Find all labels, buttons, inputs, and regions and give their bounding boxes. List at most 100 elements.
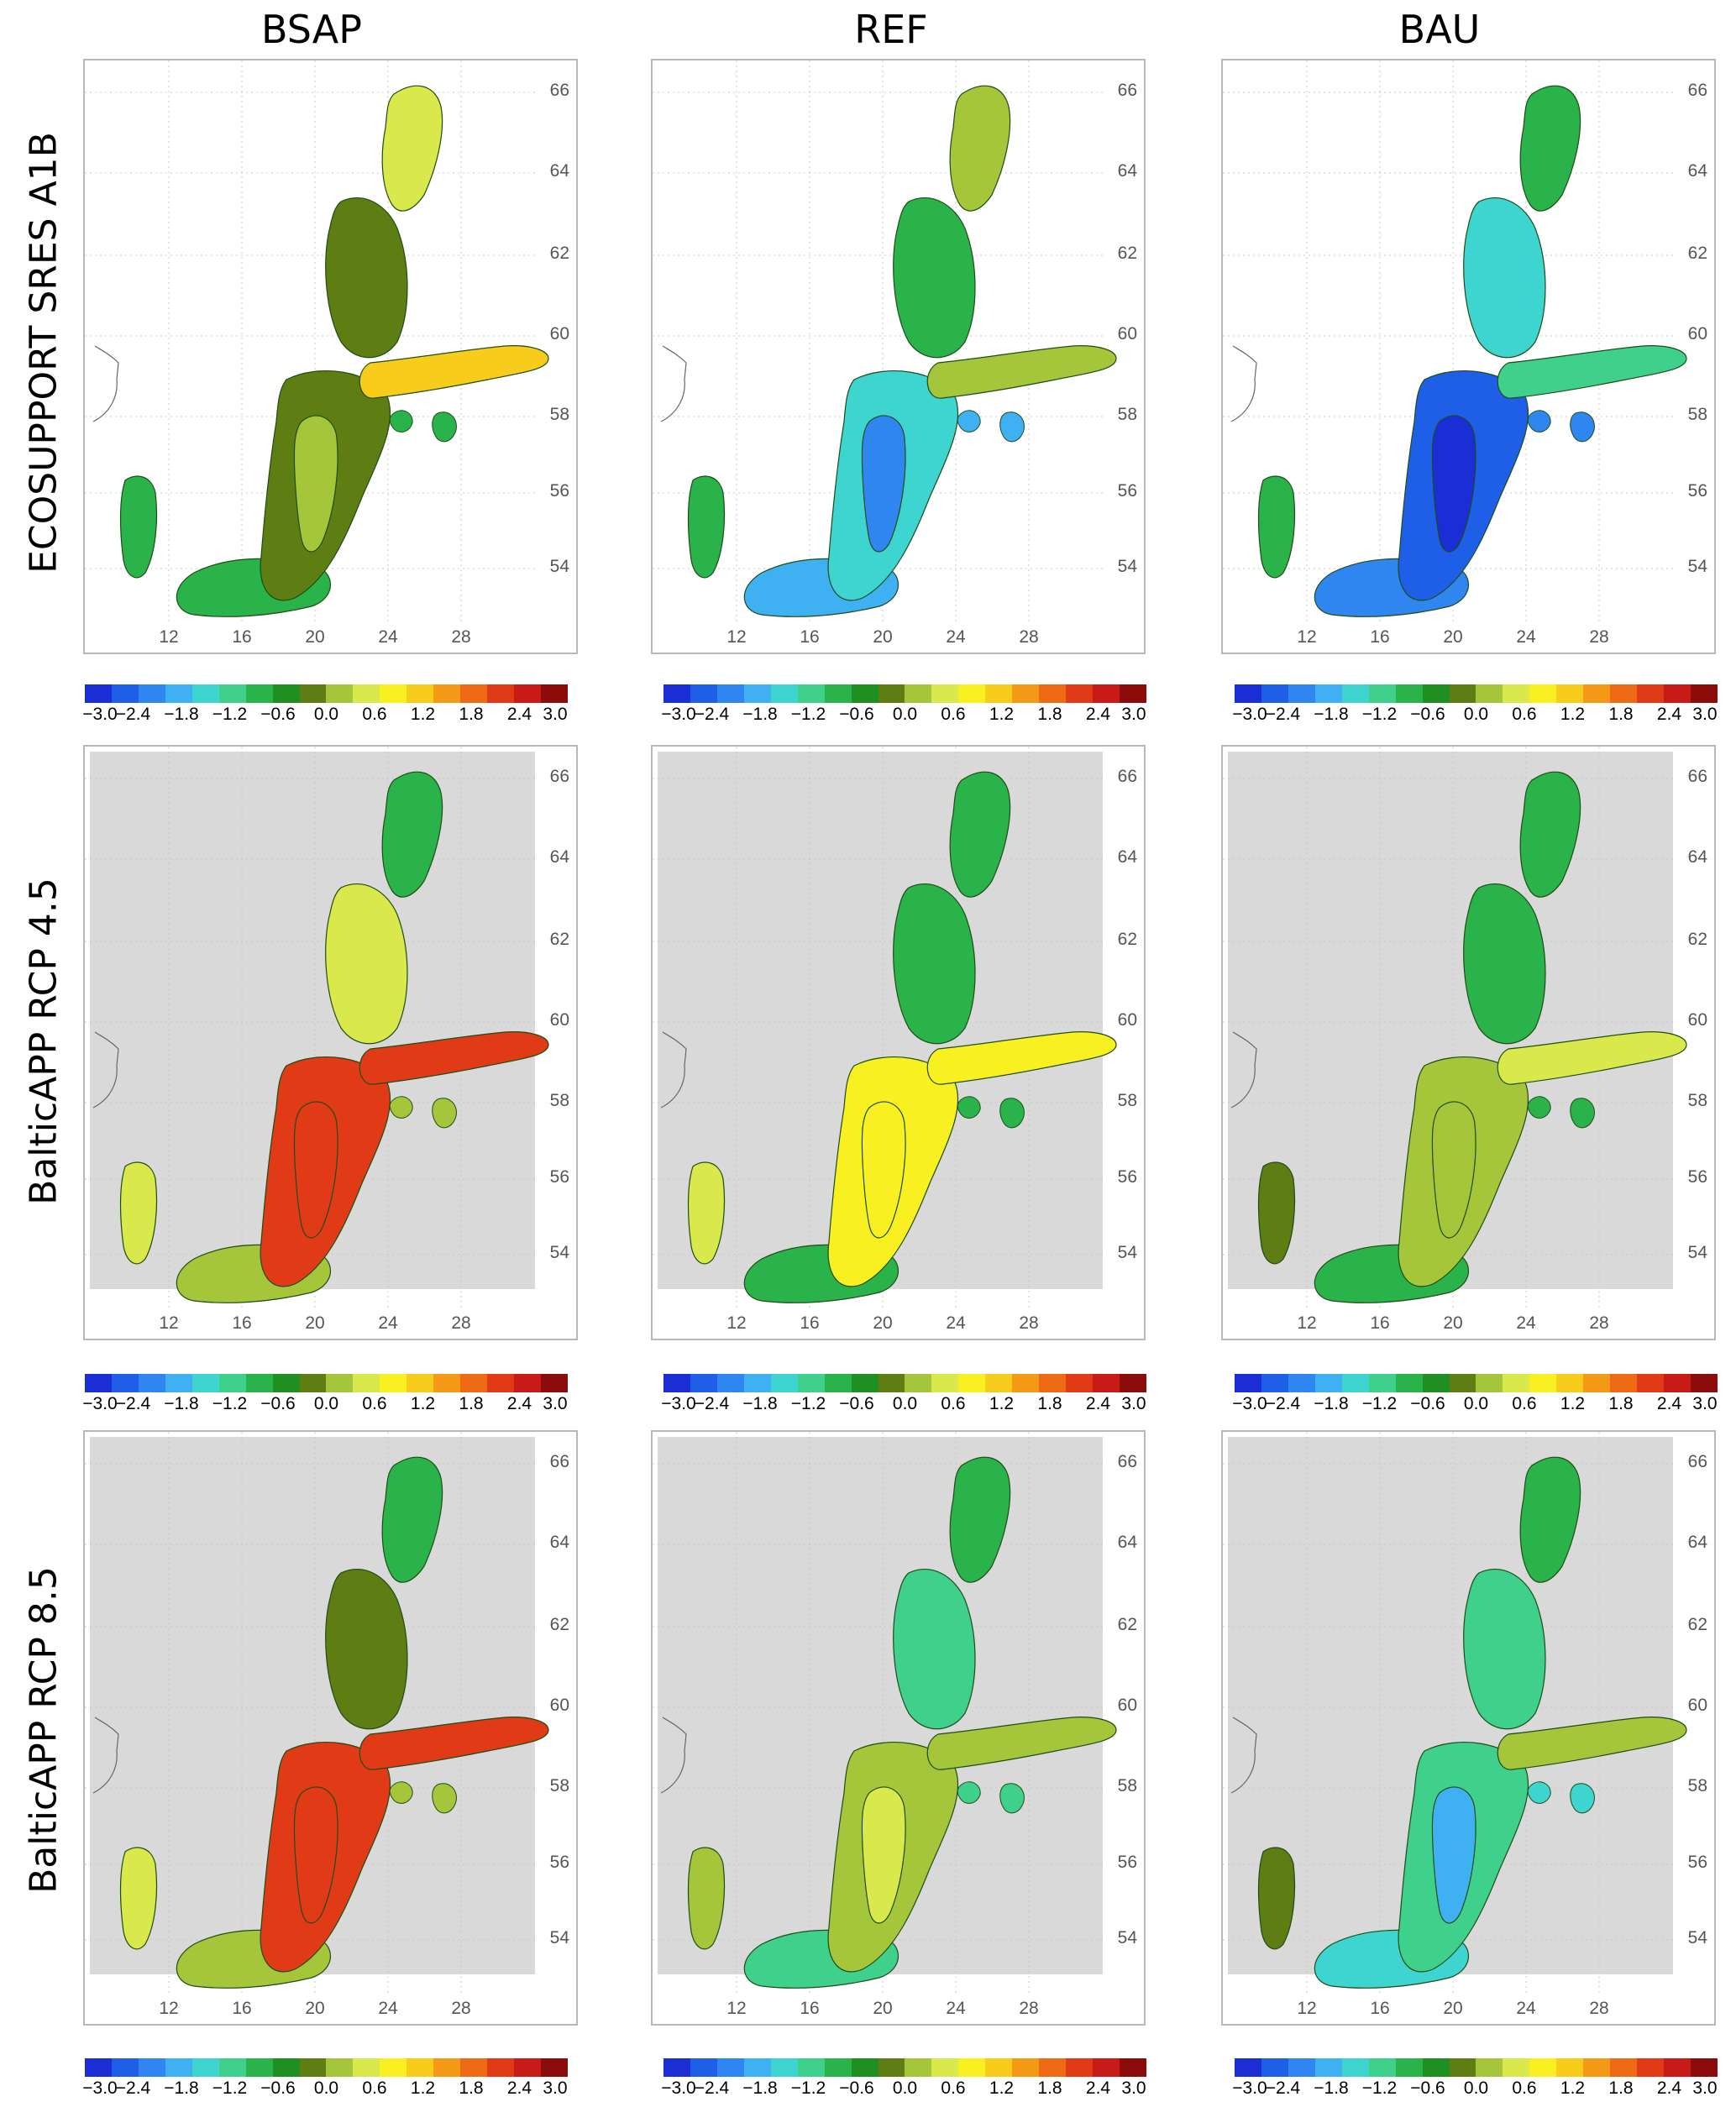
colorbar-swatch: [191, 684, 219, 703]
colorbar-tick-label: 2.4: [1656, 1394, 1682, 1413]
colorbar-tick-label: 1.2: [1560, 2078, 1586, 2098]
colorbar-a1b-ref: −3.0 −2.4 −1.8 −1.2 −0.6 0.0 0.6 1.2 1.8 2.4 3.0: [661, 684, 1146, 728]
lake-region: [389, 410, 413, 432]
latitude-label: 58: [549, 405, 569, 424]
colorbar-swatch: [1690, 2058, 1718, 2077]
column-title-bsap: BSAP: [260, 7, 362, 52]
sea-region-bothnian-sea: [1463, 883, 1546, 1045]
colorbar-swatch: [1664, 2058, 1691, 2077]
colorbar-swatch: [1395, 1374, 1423, 1392]
sea-region-gotland: [861, 1101, 906, 1239]
colorbar-swatch: [905, 684, 932, 703]
colorbar-swatch: [1039, 684, 1067, 703]
sea-region-gulf-of-finland: [926, 345, 1117, 399]
colorbar-tick-label: −3.0: [1232, 705, 1267, 724]
column-title-ref: REF: [854, 7, 928, 52]
colorbar-swatches: [85, 684, 568, 703]
lake-region: [1527, 1096, 1551, 1119]
colorbar-tick-label: −1.2: [212, 1394, 248, 1413]
colorbar-swatch: [1476, 2058, 1503, 2077]
latitude-label: 66: [1117, 767, 1137, 786]
longitude-label: 12: [1297, 627, 1317, 647]
longitude-label: 16: [1370, 627, 1390, 647]
colorbar-tick-label: 2.4: [1656, 705, 1682, 724]
colorbar-swatch: [138, 1374, 165, 1392]
sea-region-gotland: [293, 1786, 338, 1924]
colorbar-tick-label: 2.4: [1656, 2078, 1682, 2098]
colorbar-swatch: [824, 2058, 852, 2077]
colorbar-tick-label: 0.0: [1463, 1394, 1489, 1413]
colorbar-swatch: [111, 1374, 139, 1392]
colorbar-swatch: [905, 1374, 932, 1392]
colorbar-swatch: [272, 1374, 300, 1392]
colorbar-tick-label: −0.6: [260, 2078, 296, 2098]
colorbar-tick-label: −1.8: [742, 705, 778, 724]
colorbar-swatch: [1368, 684, 1396, 703]
colorbar-tick-label: 3.0: [1692, 1394, 1718, 1413]
colorbar-swatch: [1503, 1374, 1530, 1392]
latitude-label: 54: [549, 1928, 569, 1947]
latitude-label: 66: [1687, 1452, 1707, 1471]
colorbar-swatch: [487, 2058, 514, 2077]
longitude-label: 28: [1019, 627, 1039, 647]
colorbar-swatch: [353, 1374, 380, 1392]
colorbar-swatch: [851, 1374, 878, 1392]
colorbar-tick-label: 1.2: [989, 1394, 1015, 1413]
colorbar-swatch: [958, 2058, 986, 2077]
colorbar-swatch: [1690, 684, 1718, 703]
longitude-label: 24: [946, 1999, 966, 2018]
lake-region: [957, 1781, 981, 1804]
colorbar-swatch: [1637, 684, 1664, 703]
lake-region: [432, 411, 457, 443]
baltic-map-rcp45-bau: [1223, 747, 1687, 1309]
colorbar-swatch: [1556, 2058, 1584, 2077]
lake-region: [999, 1098, 1025, 1129]
colorbar-swatch: [1610, 684, 1638, 703]
baltic-map-a1b-ref: [653, 60, 1117, 623]
map-panel-rcp45-bsap: 66 64 62 60 58 56 54 12 16 20 24 28: [83, 745, 578, 1340]
colorbar-swatch: [985, 2058, 1013, 2077]
longitude-label: 28: [1589, 627, 1609, 647]
latitude-label: 56: [1117, 1167, 1137, 1187]
latitude-label: 66: [1687, 81, 1707, 100]
sea-region-gotland: [861, 1786, 906, 1924]
colorbar-swatch: [1556, 684, 1584, 703]
colorbar-swatch: [1583, 684, 1611, 703]
colorbar-tick-label: 1.2: [410, 2078, 436, 2098]
colorbar-tick-label: −3.0: [661, 2078, 696, 2098]
colorbar-swatch: [460, 1374, 488, 1392]
latitude-label: 54: [1687, 557, 1707, 576]
latitude-label: 58: [549, 1091, 569, 1110]
colorbar-swatch: [663, 684, 690, 703]
map-panel-rcp45-bau: 66 64 62 60 58 56 54 12 16 20 24 28: [1221, 745, 1716, 1340]
colorbar-tick-label: −0.6: [260, 1394, 296, 1413]
longitude-label: 28: [1019, 1999, 1039, 2018]
colorbar-swatches: [663, 1374, 1146, 1392]
latitude-label: 54: [1687, 1928, 1707, 1947]
longitude-label: 20: [1443, 1313, 1463, 1333]
colorbar-swatch: [514, 1374, 541, 1392]
latitude-label: 62: [549, 244, 569, 263]
sea-region-gotland: [293, 1101, 338, 1239]
lake-region: [999, 1783, 1025, 1814]
colorbar-swatch: [851, 684, 878, 703]
colorbar-tick-label: 3.0: [1692, 705, 1718, 724]
colorbar-tick-label: −1.2: [212, 705, 248, 724]
sea-region-kattegat: [687, 475, 726, 579]
latitude-label: 54: [1117, 1243, 1137, 1262]
colorbar-tick-label: −1.2: [212, 2078, 248, 2098]
colorbar-tick-label: −0.6: [1410, 705, 1445, 724]
colorbar-tick-label: −2.4: [1265, 1394, 1301, 1413]
baltic-map-rcp85-bau: [1223, 1432, 1687, 1995]
colorbar-tick-label: 2.4: [1085, 1394, 1111, 1413]
colorbar-tick-label: 1.2: [1560, 1394, 1586, 1413]
latitude-label: 64: [549, 847, 569, 867]
colorbar-tick-label: 0.6: [941, 1394, 966, 1413]
colorbar-swatch: [931, 684, 959, 703]
colorbar-swatch: [191, 1374, 219, 1392]
longitude-label: 12: [159, 627, 179, 647]
latitude-label: 60: [1117, 1010, 1137, 1030]
colorbar-swatch: [1119, 2058, 1146, 2077]
longitude-label: 12: [726, 627, 747, 647]
colorbar-tick-label: 3.0: [1692, 2078, 1718, 2098]
